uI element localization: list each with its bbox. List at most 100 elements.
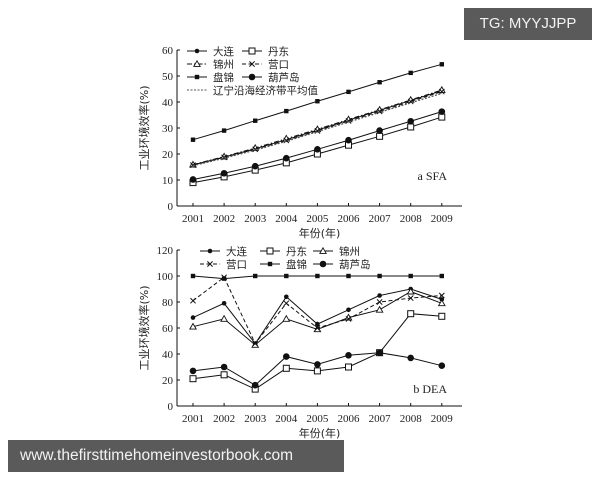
diamond-marker	[207, 248, 213, 254]
x-tick-label: 2006	[338, 213, 361, 225]
x-marker	[221, 154, 228, 161]
x-tick-label: 2007	[369, 413, 392, 425]
series-锦州	[189, 287, 446, 348]
filled-square-marker	[408, 273, 413, 279]
x-tick-label: 2005	[306, 213, 329, 225]
y-tick-label: 30	[162, 123, 174, 135]
filled-square-marker	[253, 118, 258, 123]
diamond-marker	[377, 293, 382, 298]
series-葫芦岛	[189, 108, 446, 183]
circle-marker	[283, 154, 290, 162]
legend-item: 锦州	[313, 245, 360, 258]
circle-marker	[438, 108, 446, 115]
x-marker	[314, 325, 321, 331]
legend-label: 锦州	[339, 245, 360, 258]
x-axis-title: 年份(年)	[299, 226, 341, 240]
diamond-marker	[221, 301, 227, 306]
x-marker	[207, 261, 213, 267]
circle-marker	[220, 363, 228, 371]
square-marker	[438, 113, 446, 121]
filled-square-marker	[190, 273, 196, 279]
panel-label: b DEA	[413, 382, 447, 396]
x-tick-label: 2003	[244, 413, 267, 425]
filled-square-marker	[253, 273, 258, 279]
x-tick-label: 2008	[400, 413, 423, 425]
legend-item: 盘锦	[260, 258, 307, 271]
y-tick-label: 40	[162, 349, 174, 361]
triangle-marker	[193, 59, 201, 67]
x-marker	[345, 315, 352, 322]
diamond-marker	[284, 294, 289, 300]
y-tick-label: 10	[162, 175, 174, 187]
x-marker	[283, 300, 290, 307]
diamond-marker	[346, 307, 351, 313]
filled-square-marker	[346, 273, 351, 279]
triangle-marker	[375, 305, 384, 313]
filled-square-marker	[284, 273, 289, 279]
legend-item: 葫芦岛	[313, 258, 371, 271]
x-marker	[252, 340, 259, 347]
filled-square-marker	[194, 74, 200, 80]
legend-label: 丹东	[268, 45, 289, 58]
circle-marker	[376, 349, 383, 357]
circle-marker	[345, 352, 352, 359]
x-tick-label: 2009	[431, 413, 454, 425]
legend-label: 盘锦	[213, 71, 234, 84]
x-marker	[376, 108, 383, 115]
legend-label: 丹东	[286, 245, 307, 258]
x-tick-label: 2004	[275, 413, 298, 425]
circle-marker	[251, 381, 259, 389]
legend-item: 丹东	[260, 245, 307, 258]
filled-square-marker	[190, 137, 196, 142]
watermark-url: www.thefirsttimehomeinvestorbook.com	[8, 440, 344, 472]
y-tick-label: 20	[162, 149, 174, 161]
circle-marker	[376, 127, 383, 134]
legend-item: 盘锦	[187, 71, 234, 84]
x-marker	[252, 146, 259, 153]
filled-square-marker	[284, 108, 289, 114]
diamond-marker	[315, 321, 320, 327]
series-盘锦	[190, 62, 444, 142]
legend-label: 营口	[268, 58, 289, 71]
panel-label: a SFA	[418, 169, 448, 183]
x-marker	[345, 118, 352, 124]
legend-item: 葫芦岛	[242, 71, 300, 84]
x-marker	[438, 88, 445, 95]
legend-item: 辽宁沿海经济带平均值	[187, 84, 318, 97]
y-tick-label: 40	[162, 97, 174, 109]
square-marker	[438, 312, 446, 320]
y-axis-title: 工业环境效率(%)	[137, 85, 151, 170]
x-tick-label: 2008	[400, 213, 423, 225]
x-marker	[190, 297, 196, 304]
diamond-marker	[190, 315, 196, 320]
legend-label: 葫芦岛	[339, 258, 371, 271]
legend-item: 锦州	[187, 58, 234, 71]
series-营口	[190, 88, 445, 169]
circle-marker	[319, 260, 327, 268]
series-line	[192, 111, 442, 180]
triangle-marker	[220, 314, 229, 322]
series-line	[192, 288, 442, 345]
triangle-marker	[189, 322, 197, 330]
series-line	[192, 291, 442, 346]
x-tick-label: 2007	[369, 213, 392, 225]
x-marker	[407, 295, 414, 302]
filled-square-marker	[221, 128, 227, 133]
dea-chart: 0 20 40 60 80 100 120 2001 2002 2003 2004 2005 2006 2…	[137, 245, 462, 440]
series-营口	[190, 274, 445, 347]
legend-item: 大连	[187, 45, 234, 58]
square-marker	[376, 132, 384, 140]
filled-square-marker	[346, 89, 351, 95]
square-marker	[189, 375, 197, 383]
x-tick-label: 2004	[275, 213, 298, 225]
sfa-chart: 0 10 20 30 40 50 60 2001 2002 2003 2004 2005 2006 200…	[137, 45, 462, 240]
circle-marker	[189, 176, 197, 183]
legend-item: 营口	[200, 258, 247, 271]
square-marker	[282, 364, 290, 372]
filled-square-marker	[377, 80, 382, 85]
series-辽宁沿海经济带平均值	[192, 92, 442, 167]
square-marker	[248, 47, 256, 55]
legend-label: 大连	[213, 45, 234, 58]
legend-item: 大连	[200, 245, 247, 258]
